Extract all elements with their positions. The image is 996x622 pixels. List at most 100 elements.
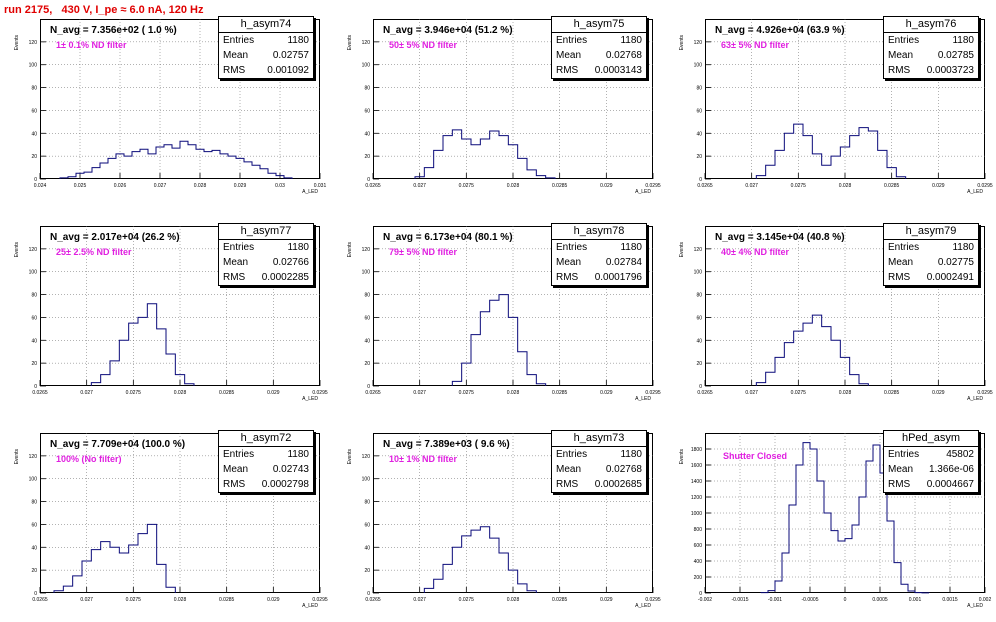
stats-value: 1.366e-06 bbox=[928, 464, 974, 475]
histogram-bin bbox=[244, 162, 252, 179]
histogram-bin bbox=[101, 542, 110, 593]
histogram-bin bbox=[252, 165, 260, 179]
stats-value: 0.02768 bbox=[605, 50, 642, 61]
stats-label: Mean bbox=[888, 257, 914, 268]
x-tick-label: 0.0275 bbox=[126, 390, 142, 396]
histogram-name: h_asym76 bbox=[884, 17, 978, 33]
stats-row-mean: Mean 0.02768 bbox=[552, 462, 646, 477]
histogram-bin bbox=[284, 178, 292, 179]
x-tick-label: 0.0285 bbox=[552, 597, 568, 603]
y-tick-label: 0 bbox=[367, 384, 370, 390]
histogram-bin bbox=[212, 150, 220, 179]
histogram-bin bbox=[887, 521, 894, 593]
histogram-bin bbox=[518, 158, 527, 179]
histogram-bin bbox=[471, 335, 480, 386]
y-tick-label: 100 bbox=[29, 63, 38, 69]
stats-label: Entries bbox=[888, 449, 920, 460]
stats-row-mean: Mean 0.02775 bbox=[884, 255, 978, 270]
histogram-bin bbox=[536, 176, 545, 179]
histogram-bin bbox=[91, 383, 100, 386]
histogram-bin bbox=[518, 352, 527, 386]
stats-row-entries: Entries 45802 bbox=[884, 447, 978, 462]
stats-box: h_asym73 Entries 1180 Mean 0.02768 RMS 0.00026… bbox=[551, 430, 647, 493]
histogram-bin bbox=[276, 176, 284, 179]
y-tick-label: 40 bbox=[696, 131, 702, 137]
stats-value: 0.02775 bbox=[937, 257, 974, 268]
x-axis-label: A_LED bbox=[302, 396, 318, 402]
navg-label: N_avg = 6.173e+04 (80.1 %) bbox=[383, 232, 513, 243]
y-tick-label: 120 bbox=[694, 247, 703, 253]
histogram-bin bbox=[100, 163, 108, 179]
x-tick-label: 0.031 bbox=[314, 183, 327, 189]
stats-row-rms: RMS 0.0004667 bbox=[884, 477, 978, 492]
histogram-series bbox=[451, 294, 547, 386]
histogram-bin bbox=[490, 131, 499, 179]
histogram-h_asym77: 0 20 40 60 80 100 120 0.0265 0.027 0.0275 0.028 0.0… bbox=[14, 223, 328, 402]
stats-label: Entries bbox=[888, 35, 920, 46]
stats-label: RMS bbox=[223, 65, 246, 76]
stats-row-mean: Mean 0.02766 bbox=[219, 255, 313, 270]
x-tick-label: 0.027 bbox=[80, 597, 93, 603]
x-tick-label: 0.03 bbox=[275, 183, 285, 189]
stats-value: 0.0001796 bbox=[594, 272, 642, 283]
stats-row-rms: RMS 0.0002285 bbox=[219, 270, 313, 285]
histogram-bin bbox=[812, 154, 821, 179]
stats-label: RMS bbox=[223, 272, 246, 283]
stats-row-mean: Mean 0.02757 bbox=[219, 48, 313, 63]
stats-row-rms: RMS 0.0002685 bbox=[552, 477, 646, 492]
navg-label: N_avg = 7.356e+02 ( 1.0 %) bbox=[50, 25, 177, 36]
x-tick-label: 0.0265 bbox=[365, 183, 381, 189]
histogram-bin bbox=[775, 150, 784, 179]
histogram-bin bbox=[119, 340, 128, 386]
stats-value: 0.0002685 bbox=[594, 479, 642, 490]
stats-row-entries: Entries 1180 bbox=[219, 33, 313, 48]
x-tick-label: 0.0275 bbox=[791, 390, 807, 396]
y-tick-label: 120 bbox=[362, 454, 371, 460]
histogram-bin bbox=[499, 295, 508, 386]
x-tick-label: 0.027 bbox=[413, 597, 426, 603]
histogram-bin bbox=[803, 323, 812, 386]
histogram-bin bbox=[822, 327, 831, 386]
histogram-bin bbox=[768, 591, 775, 593]
histogram-bin bbox=[824, 513, 831, 593]
histogram-bin bbox=[132, 152, 140, 179]
y-tick-label: 200 bbox=[694, 575, 703, 581]
x-tick-label: 0.0295 bbox=[645, 390, 661, 396]
y-tick-label: 0 bbox=[34, 591, 37, 597]
histogram-plot: 0 20 40 60 80 100 120 0.024 0.025 0.026 0.027 0.028… bbox=[14, 19, 326, 195]
stats-value: 1180 bbox=[620, 242, 642, 253]
histogram-bin bbox=[185, 384, 194, 386]
y-tick-label: 1800 bbox=[691, 447, 702, 453]
stats-label: RMS bbox=[888, 65, 911, 76]
histogram-bin bbox=[140, 149, 148, 179]
stats-value: 0.02766 bbox=[272, 257, 309, 268]
x-axis-label: A_LED bbox=[635, 603, 651, 609]
stats-value: 0.02784 bbox=[605, 257, 642, 268]
histogram-bin bbox=[878, 150, 887, 179]
stats-label: Mean bbox=[888, 464, 914, 475]
histogram-bin bbox=[803, 136, 812, 179]
x-tick-label: -0.002 bbox=[698, 597, 712, 603]
y-tick-label: 40 bbox=[364, 131, 370, 137]
histogram-plot: 0 20 40 60 80 100 120 0.0265 0.027 0.0275 0.028 0.0… bbox=[679, 19, 993, 195]
histogram-bin bbox=[268, 173, 276, 179]
histogram-plot: 0 20 40 60 80 100 120 0.0265 0.027 0.0275 0.028 0.0… bbox=[347, 433, 661, 609]
histogram-plot: 0 20 40 60 80 100 120 0.0265 0.027 0.0275 0.028 0.0… bbox=[14, 433, 328, 609]
stats-value: 0.0002491 bbox=[926, 272, 974, 283]
stats-value: 0.02757 bbox=[272, 50, 309, 61]
histogram-bin bbox=[831, 531, 838, 593]
histogram-bin bbox=[110, 547, 119, 593]
histogram-series bbox=[755, 314, 869, 386]
histogram-bin bbox=[68, 177, 76, 179]
x-tick-label: 0.0265 bbox=[32, 597, 48, 603]
y-tick-label: 60 bbox=[31, 108, 37, 114]
x-axis-label: A_LED bbox=[967, 603, 983, 609]
stats-row-mean: Mean 0.02768 bbox=[552, 48, 646, 63]
y-tick-label: 80 bbox=[31, 293, 37, 299]
stats-label: RMS bbox=[556, 272, 579, 283]
y-axis-label: Events bbox=[347, 242, 353, 258]
histogram-bin bbox=[810, 449, 817, 593]
histogram-bin bbox=[822, 165, 831, 179]
y-tick-label: 40 bbox=[364, 545, 370, 551]
histogram-bin bbox=[490, 300, 499, 386]
